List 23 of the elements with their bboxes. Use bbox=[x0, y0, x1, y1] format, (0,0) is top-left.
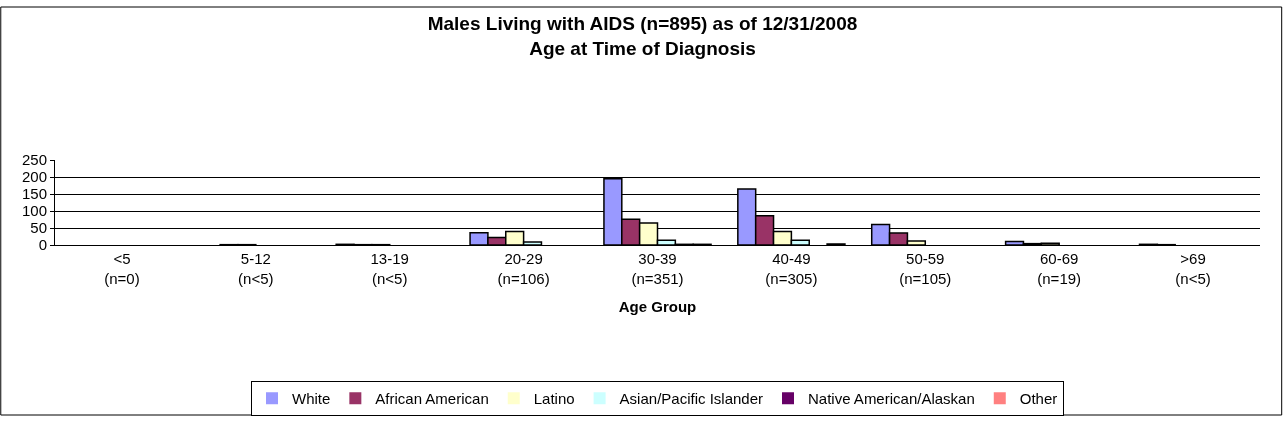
y-tick-label: 250 bbox=[21, 151, 47, 169]
x-tick-label: >69 (n<5) bbox=[1175, 250, 1211, 287]
x-tick-label: 5-12 (n<5) bbox=[238, 250, 274, 287]
chart-title: Males Living with AIDS (n=895) as of 12/31/2008 Age at Time of Diagnosis bbox=[427, 12, 858, 59]
y-tick-label: 150 bbox=[21, 185, 47, 203]
x-tick-label: 13-19 (n<5) bbox=[370, 250, 409, 287]
legend-label: African American bbox=[375, 390, 489, 408]
legend-label: Native American/Alaskan bbox=[808, 390, 975, 408]
y-tick-label: 200 bbox=[21, 168, 47, 186]
x-tick-label: 50-59 (n=105) bbox=[899, 250, 952, 287]
y-tick-label: 0 bbox=[38, 236, 47, 254]
y-tick-label: 50 bbox=[30, 219, 47, 237]
x-tick-label: <5 (n=0) bbox=[104, 250, 140, 287]
x-tick-label: 30-39 (n=351) bbox=[631, 250, 684, 287]
y-tick-label: 100 bbox=[21, 202, 47, 220]
legend-label: Latino bbox=[533, 390, 575, 408]
x-tick-label: 20-29 (n=106) bbox=[497, 250, 550, 287]
legend-label: White bbox=[292, 390, 331, 408]
x-axis-title: Age Group bbox=[618, 297, 697, 315]
legend-label: Other bbox=[1019, 390, 1058, 408]
x-tick-label: 40-49 (n=305) bbox=[765, 250, 818, 287]
legend-label: Asian/Pacific Islander bbox=[619, 390, 764, 408]
x-tick-label: 60-69 (n=19) bbox=[1037, 250, 1082, 287]
